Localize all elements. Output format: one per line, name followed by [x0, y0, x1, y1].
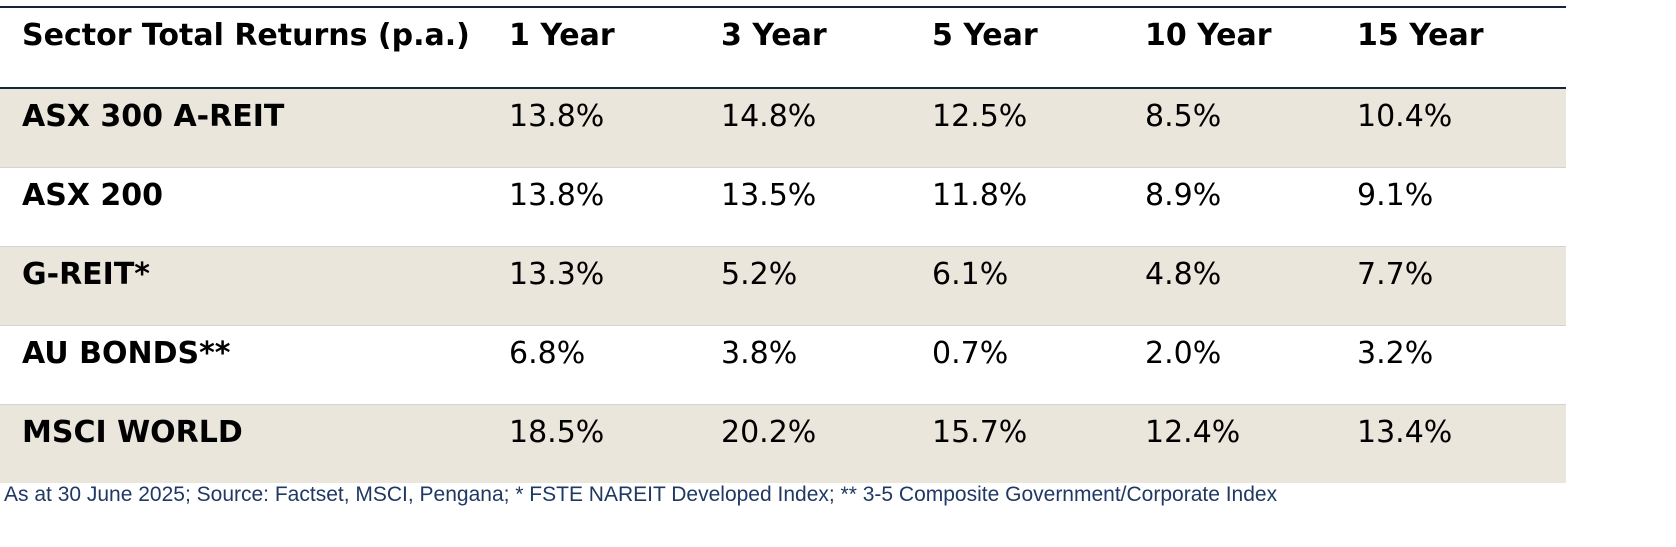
- row-label: ASX 300 A-REIT: [0, 87, 509, 168]
- table-cell: 13.3%: [509, 246, 721, 326]
- header-row: Sector Total Returns (p.a.) 1 Year 3 Year 5…: [0, 7, 1566, 89]
- table-cell: 2.0%: [1145, 325, 1357, 405]
- table-cell: 13.5%: [721, 167, 932, 247]
- table-cell: 10.4%: [1357, 87, 1566, 168]
- table-cell: 6.8%: [509, 325, 721, 405]
- table-cell: 13.4%: [1357, 404, 1566, 483]
- row-label: ASX 200: [0, 167, 509, 247]
- header-cell: 3 Year: [721, 7, 932, 89]
- table-cell: 8.5%: [1145, 87, 1357, 168]
- table-row: ASX 300 A-REIT 13.8% 14.8% 12.5% 8.5% 10.4%: [0, 87, 1566, 168]
- header-cell: 1 Year: [509, 7, 721, 89]
- table-body: ASX 300 A-REIT 13.8% 14.8% 12.5% 8.5% 10.4% AS…: [0, 87, 1566, 483]
- table-row: AU BONDS** 6.8% 3.8% 0.7% 2.0% 3.2%: [0, 325, 1566, 405]
- table-cell: 20.2%: [721, 404, 932, 483]
- table-cell: 12.5%: [932, 87, 1145, 168]
- table-cell: 15.7%: [932, 404, 1145, 483]
- row-label: G-REIT*: [0, 246, 509, 326]
- table-cell: 8.9%: [1145, 167, 1357, 247]
- table-row: MSCI WORLD 18.5% 20.2% 15.7% 12.4% 13.4%: [0, 404, 1566, 483]
- table-row: ASX 200 13.8% 13.5% 11.8% 8.9% 9.1%: [0, 167, 1566, 247]
- table-cell: 13.8%: [509, 87, 721, 168]
- table-cell: 9.1%: [1357, 167, 1566, 247]
- header-cell: 15 Year: [1357, 7, 1566, 89]
- table-cell: 5.2%: [721, 246, 932, 326]
- table-cell: 0.7%: [932, 325, 1145, 405]
- table-cell: 3.8%: [721, 325, 932, 405]
- row-label: AU BONDS**: [0, 325, 509, 405]
- table-cell: 4.8%: [1145, 246, 1357, 326]
- header-cell: Sector Total Returns (p.a.): [0, 7, 509, 89]
- table-cell: 13.8%: [509, 167, 721, 247]
- row-label: MSCI WORLD: [0, 404, 509, 483]
- table-cell: 6.1%: [932, 246, 1145, 326]
- table-cell: 14.8%: [721, 87, 932, 168]
- table-cell: 18.5%: [509, 404, 721, 483]
- table-row: G-REIT* 13.3% 5.2% 6.1% 4.8% 7.7%: [0, 246, 1566, 326]
- table-cell: 12.4%: [1145, 404, 1357, 483]
- header-cell: 5 Year: [932, 7, 1145, 89]
- footnote: As at 30 June 2025; Source: Factset, MSC…: [4, 483, 1278, 506]
- table-cell: 7.7%: [1357, 246, 1566, 326]
- table-cell: 3.2%: [1357, 325, 1566, 405]
- table-cell: 11.8%: [932, 167, 1145, 247]
- header-cell: 10 Year: [1145, 7, 1357, 89]
- returns-table: Sector Total Returns (p.a.) 1 Year 3 Year 5…: [0, 6, 1566, 483]
